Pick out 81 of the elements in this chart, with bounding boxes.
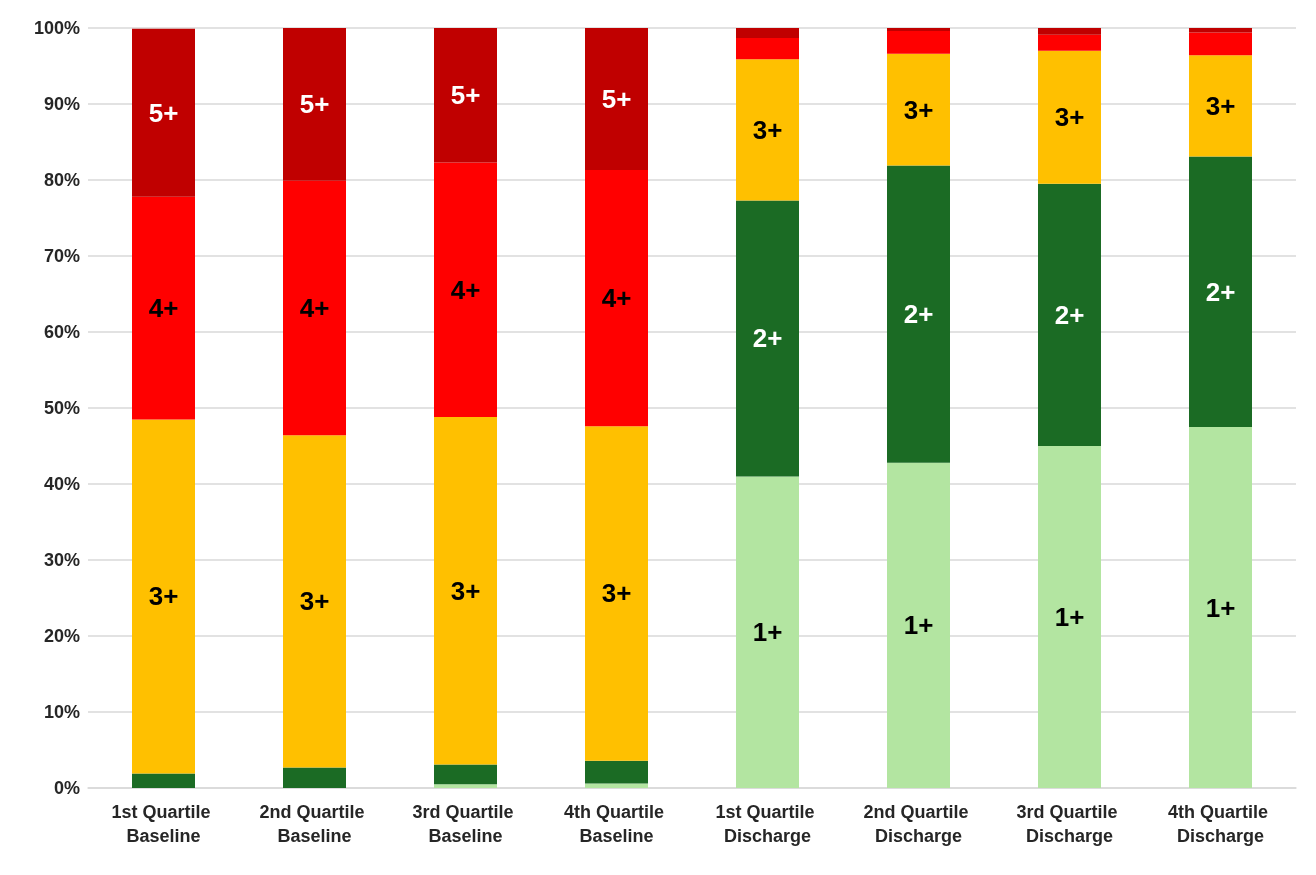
data-label: 2+ bbox=[752, 323, 783, 354]
bar bbox=[434, 417, 497, 765]
bar bbox=[736, 37, 799, 60]
data-label: 4+ bbox=[450, 274, 481, 305]
x-tick-label: 2nd Quartile Discharge bbox=[863, 802, 974, 846]
bar bbox=[887, 165, 950, 463]
y-tick-label: 50% bbox=[43, 398, 80, 418]
bar bbox=[736, 476, 799, 788]
bar bbox=[434, 764, 497, 785]
bar bbox=[132, 419, 195, 774]
data-label: 4+ bbox=[299, 293, 330, 324]
bar bbox=[132, 196, 195, 420]
bar bbox=[283, 180, 346, 436]
bar bbox=[434, 784, 497, 788]
bar bbox=[1038, 446, 1101, 788]
data-label: 5+ bbox=[450, 80, 481, 111]
bar bbox=[585, 760, 648, 784]
x-tick-label: 1st Quartile Discharge bbox=[715, 802, 820, 846]
x-tick-label: 2nd Quartile Baseline bbox=[259, 802, 370, 846]
bar bbox=[1189, 55, 1252, 157]
data-label: 5+ bbox=[299, 89, 330, 120]
data-label: 2+ bbox=[1054, 299, 1085, 330]
bar bbox=[887, 462, 950, 788]
data-label: 3+ bbox=[1054, 102, 1085, 133]
y-tick-label: 0% bbox=[53, 778, 80, 798]
data-label: 3+ bbox=[148, 581, 179, 612]
y-tick-label: 10% bbox=[43, 702, 80, 722]
y-tick-label: 40% bbox=[43, 474, 80, 494]
bar bbox=[1038, 183, 1101, 446]
bar bbox=[585, 170, 648, 427]
bar bbox=[1038, 28, 1101, 35]
data-label: 5+ bbox=[601, 84, 632, 115]
x-tick-label: 1st Quartile Baseline bbox=[111, 802, 216, 846]
data-label: 2+ bbox=[1205, 276, 1236, 307]
x-tick-label: 4th Quartile Baseline bbox=[563, 802, 670, 846]
x-tick-label: 4th Quartile Discharge bbox=[1167, 802, 1274, 846]
bar bbox=[1038, 34, 1101, 51]
data-label: 5+ bbox=[148, 97, 179, 128]
data-label: 4+ bbox=[601, 283, 632, 314]
y-tick-label: 90% bbox=[43, 94, 80, 114]
bar bbox=[283, 28, 346, 181]
bar bbox=[1189, 156, 1252, 427]
bar bbox=[1189, 427, 1252, 788]
bar bbox=[736, 200, 799, 477]
y-tick-label: 100% bbox=[33, 18, 80, 38]
bar bbox=[585, 426, 648, 761]
bar bbox=[887, 53, 950, 166]
bar bbox=[887, 31, 950, 54]
bar bbox=[1189, 28, 1252, 33]
bar bbox=[585, 28, 648, 171]
bar bbox=[132, 28, 195, 197]
bar bbox=[283, 435, 346, 768]
bar bbox=[434, 162, 497, 418]
data-label: 1+ bbox=[1205, 592, 1236, 623]
bar bbox=[132, 773, 195, 788]
data-label: 3+ bbox=[1205, 90, 1236, 121]
data-label: 1+ bbox=[752, 617, 783, 648]
bar bbox=[1189, 32, 1252, 56]
y-tick-label: 70% bbox=[43, 246, 80, 266]
bar bbox=[434, 28, 497, 163]
data-label: 3+ bbox=[601, 578, 632, 609]
data-label: 4+ bbox=[148, 293, 179, 324]
x-tick-label: 3rd Quartile Discharge bbox=[1016, 802, 1123, 846]
bar bbox=[283, 767, 346, 788]
bar bbox=[585, 783, 648, 788]
y-tick-label: 20% bbox=[43, 626, 80, 646]
bar bbox=[887, 28, 950, 32]
data-label: 3+ bbox=[903, 94, 934, 125]
y-tick-label: 60% bbox=[43, 322, 80, 342]
y-tick-label: 80% bbox=[43, 170, 80, 190]
bar bbox=[736, 59, 799, 201]
x-tick-label: 3rd Quartile Baseline bbox=[412, 802, 519, 846]
data-label: 3+ bbox=[299, 586, 330, 617]
data-label: 1+ bbox=[1054, 602, 1085, 632]
data-label: 1+ bbox=[903, 610, 934, 641]
data-label: 3+ bbox=[450, 575, 481, 606]
data-label: 3+ bbox=[752, 114, 783, 145]
y-tick-label: 30% bbox=[43, 550, 80, 570]
bar bbox=[736, 28, 799, 38]
bar bbox=[1038, 50, 1101, 184]
data-label: 2+ bbox=[903, 299, 934, 330]
